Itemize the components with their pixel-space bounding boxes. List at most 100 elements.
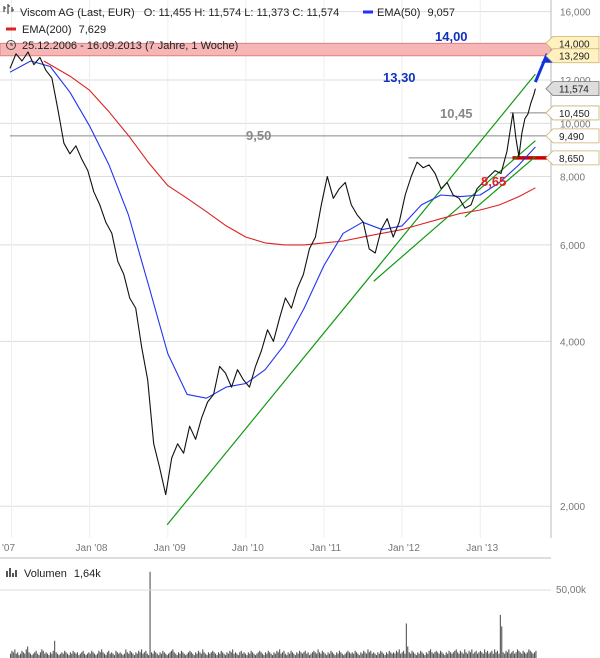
volume-bar — [447, 653, 449, 658]
volume-bar — [35, 650, 37, 658]
volume-bar — [47, 653, 49, 658]
volume-bar — [166, 655, 168, 658]
volume-bar — [511, 652, 513, 658]
tag-9-490: 9,490 — [559, 132, 584, 143]
volume-bar — [15, 653, 17, 658]
volume-bar — [116, 652, 118, 658]
volume-bar — [96, 653, 98, 658]
volume-bar — [200, 653, 202, 658]
volume-bar — [502, 652, 504, 658]
volume-bar — [534, 652, 536, 658]
volume-bar — [535, 650, 537, 658]
volume-bar — [505, 650, 507, 658]
volume-bar — [492, 653, 494, 658]
tag-10-450-box — [545, 105, 600, 121]
volume-bar — [71, 653, 73, 658]
annotation-10-45: 10,45 — [440, 106, 473, 121]
volume-bar — [74, 652, 76, 658]
volume-bar — [226, 652, 228, 658]
header-legend: Viscom AG (Last, EUR) O: 11,455 H: 11,57… — [3, 4, 455, 52]
volume-bar — [286, 655, 288, 658]
volume-bar — [495, 652, 497, 658]
volume-bar — [20, 653, 22, 658]
volume-bar — [424, 655, 426, 658]
volume-bar — [346, 652, 348, 658]
volume-bar — [526, 652, 528, 658]
volume-bar — [236, 653, 238, 658]
volume-bar — [299, 650, 301, 658]
volume-bars-icon — [6, 568, 17, 577]
volume-bar — [348, 652, 350, 658]
volume-bar — [333, 653, 335, 658]
volume-bar — [32, 653, 34, 658]
volume-bar — [25, 649, 27, 658]
volume-bar — [338, 650, 340, 658]
volume-bar — [113, 655, 115, 658]
volume-bar — [266, 653, 268, 658]
volume-bar — [438, 653, 440, 658]
volume-bar — [487, 650, 489, 658]
volume-bar — [141, 649, 143, 658]
volume-bar — [528, 649, 530, 658]
volume-bar — [524, 652, 526, 658]
volume-bar — [45, 652, 47, 658]
volume-bar — [457, 652, 459, 658]
price-line — [9, 51, 536, 496]
volume-bar — [354, 650, 356, 658]
volume-bar — [55, 652, 57, 658]
volume-bar — [158, 655, 160, 658]
volume-bar — [139, 652, 141, 658]
volume-bar — [403, 650, 405, 658]
volume-bar — [188, 652, 190, 658]
volume-bar — [432, 653, 434, 658]
volume-bar — [390, 652, 392, 658]
volume-bar — [391, 653, 393, 658]
volume-bar — [326, 655, 328, 658]
volume-bar — [385, 652, 387, 658]
volume-bar — [488, 653, 490, 658]
volume-bar — [123, 653, 125, 658]
volume-bar — [28, 652, 30, 658]
ema200-legend-label: EMA(200) — [22, 24, 72, 36]
volume-bar — [131, 652, 133, 658]
volume-bar — [257, 652, 259, 658]
volume-bar — [491, 650, 493, 658]
volume-bar — [445, 652, 447, 658]
volume-bar — [328, 653, 330, 658]
volume-bar — [297, 653, 299, 658]
volume-bar — [381, 652, 383, 658]
volume-bar — [307, 652, 309, 658]
volume-bar — [455, 649, 457, 658]
volume-bar — [451, 653, 453, 658]
volume-bar — [51, 653, 53, 658]
annotation-8-65: 8,65 — [481, 174, 506, 189]
volume-bar — [479, 650, 481, 658]
volume-bar — [467, 653, 469, 658]
volume-bar — [516, 649, 518, 658]
volume-bar — [412, 652, 414, 658]
volume-bar — [320, 653, 322, 658]
volume-bar — [217, 652, 219, 658]
volume-bar — [18, 655, 20, 658]
volume-bar — [209, 653, 211, 658]
price-tags: 14,000 13,290 11,574 10,450 9,490 8,650 — [545, 35, 600, 166]
ema200-line — [43, 60, 536, 246]
horizontal-levels — [10, 112, 551, 160]
annotation-9-50: 9,50 — [246, 128, 271, 143]
plot-area — [0, 0, 551, 538]
volume-bar — [425, 652, 427, 658]
tag-13-290-box — [545, 48, 600, 64]
volume-bar — [351, 652, 353, 658]
ema50-legend-label: EMA(50) — [377, 7, 420, 19]
volume-bar — [420, 650, 422, 658]
volume-bar — [289, 653, 291, 658]
volume-bar — [508, 649, 510, 658]
volume-bar — [276, 650, 278, 658]
volume-bar — [310, 653, 312, 658]
period-label: 25.12.2006 - 16.09.2013 (7 Jahre, 1 Woch… — [22, 40, 238, 52]
volume-bar — [440, 650, 442, 658]
volume-bar — [58, 655, 60, 658]
volume-bar — [68, 655, 70, 658]
volume-bar — [172, 649, 174, 658]
volume-bar — [264, 652, 266, 658]
